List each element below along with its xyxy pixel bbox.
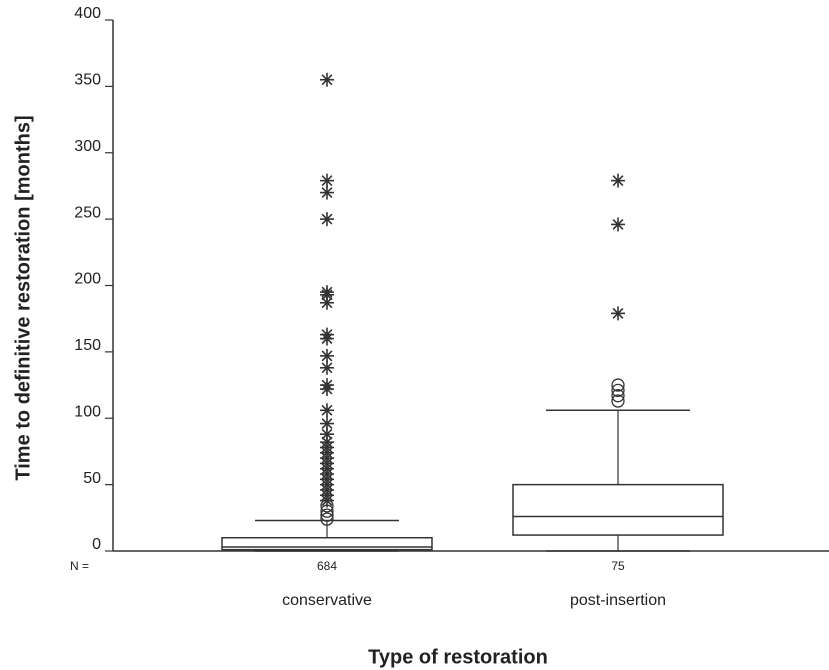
y-tick-label: 50	[83, 470, 101, 487]
extreme	[320, 295, 334, 310]
box	[512, 483, 724, 536]
y-tick-label: 300	[74, 138, 101, 155]
extreme-stroke	[321, 74, 333, 86]
y-tick-label: 250	[74, 204, 101, 221]
y-tick-label: 200	[74, 271, 101, 288]
x-axis-label: Type of restoration	[368, 646, 548, 668]
outlier	[320, 508, 334, 522]
extreme	[320, 173, 334, 188]
n-label: 75	[611, 559, 625, 573]
y-tick-label: 400	[74, 5, 101, 22]
outlier	[611, 378, 625, 392]
extreme	[320, 212, 334, 227]
extreme-stroke	[321, 297, 333, 309]
extreme-stroke	[321, 428, 333, 440]
extreme-stroke	[321, 495, 333, 507]
extreme-stroke	[321, 213, 333, 225]
extreme	[320, 185, 334, 200]
extreme-stroke	[321, 333, 333, 345]
y-tick-label: 0	[92, 536, 101, 553]
extreme	[320, 360, 334, 375]
extreme-stroke	[321, 187, 333, 199]
extreme	[611, 306, 625, 321]
outlier	[320, 512, 334, 526]
n-label: 684	[317, 559, 337, 573]
y-axis-label: Time to definitive restoration [months]	[12, 115, 34, 480]
extreme-stroke	[612, 218, 624, 230]
extreme-stroke	[321, 362, 333, 374]
n-prefix: N =	[70, 559, 89, 573]
extreme	[320, 403, 334, 418]
extreme	[611, 173, 625, 188]
extreme	[320, 493, 334, 508]
y-tick-label: 150	[74, 337, 101, 354]
x-tick-label: conservative	[282, 592, 372, 609]
y-tick-label: 350	[74, 72, 101, 89]
extreme	[320, 72, 334, 87]
extreme	[611, 217, 625, 232]
extreme-stroke	[321, 289, 333, 301]
y-tick-label: 100	[74, 403, 101, 420]
extreme-stroke	[321, 175, 333, 187]
extreme	[320, 348, 334, 363]
outlier	[611, 389, 625, 403]
x-tick-label: post-insertion	[570, 592, 666, 609]
outlier	[611, 394, 625, 408]
extreme-stroke	[321, 418, 333, 430]
extreme-stroke	[321, 404, 333, 416]
box	[221, 536, 433, 551]
extreme-stroke	[321, 383, 333, 395]
extreme	[320, 382, 334, 397]
extreme-stroke	[612, 175, 624, 187]
extreme-stroke	[612, 307, 624, 319]
extreme	[320, 331, 334, 346]
outlier	[611, 383, 625, 398]
extreme-stroke	[321, 350, 333, 362]
